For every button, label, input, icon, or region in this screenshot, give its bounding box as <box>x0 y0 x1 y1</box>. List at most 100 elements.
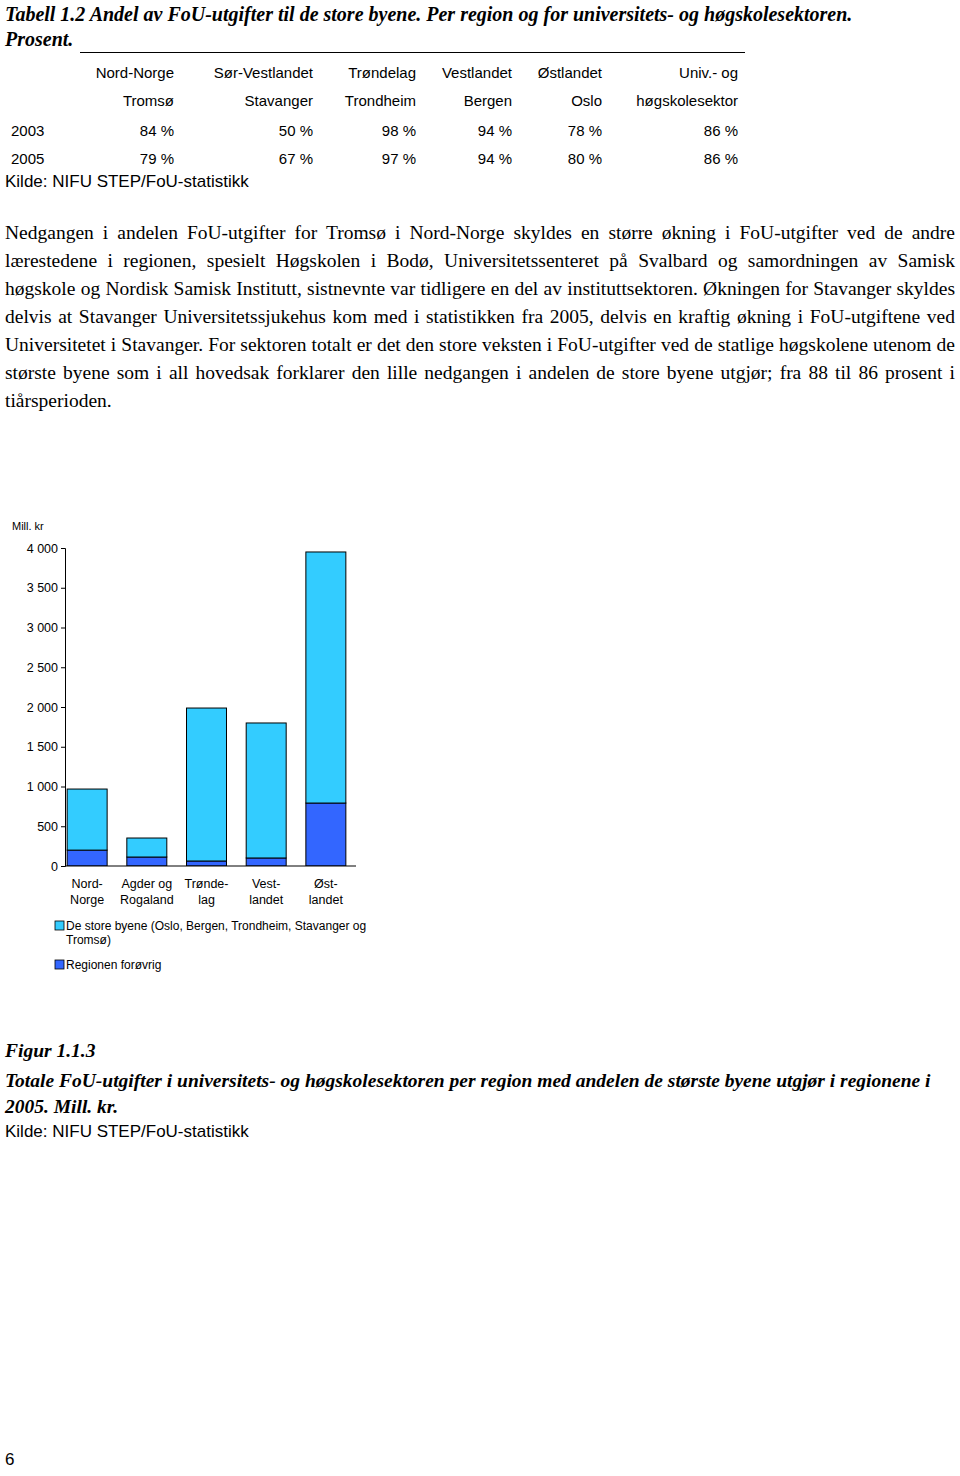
x-tick-label-line: Agder og <box>121 877 172 891</box>
x-tick: Trønde-lag <box>185 866 229 907</box>
bar-segment <box>306 803 346 866</box>
y-tick: 3 000 <box>27 621 65 635</box>
table-header: Tromsø <box>123 92 174 109</box>
table-cell: 84 % <box>140 122 174 139</box>
table-rule <box>80 52 745 53</box>
table-header: Stavanger <box>245 92 313 109</box>
y-tick-label: 1 000 <box>27 780 58 794</box>
y-axis-line <box>61 549 66 867</box>
bar-segment <box>67 850 107 866</box>
table-header: høgskolesektor <box>636 92 738 109</box>
bar-segment <box>246 858 286 866</box>
y-tick: 3 500 <box>27 581 65 595</box>
x-tick-label-line: Norge <box>70 893 104 907</box>
table-cell: 78 % <box>568 122 602 139</box>
table-year: 2005 <box>11 150 44 167</box>
bar-segment <box>246 723 286 858</box>
figure-number: Figur 1.1.3 <box>5 1040 95 1062</box>
x-tick-label: Vest-landet <box>249 877 284 907</box>
y-tick-label: 2 500 <box>27 661 58 675</box>
table-cell: 97 % <box>382 150 416 167</box>
y-tick-line <box>61 826 65 827</box>
table-cell: 79 % <box>140 150 174 167</box>
y-tick: 4 000 <box>27 542 65 556</box>
y-tick: 1 500 <box>27 740 65 754</box>
y-tick-label: 3 000 <box>27 621 58 635</box>
table-cell: 94 % <box>478 150 512 167</box>
x-tick: Øst-landet <box>309 866 344 907</box>
y-tick: 500 <box>37 820 65 834</box>
x-tick-label: Trønde-lag <box>185 877 229 907</box>
table-header: Trondheim <box>345 92 416 109</box>
table-cell: 94 % <box>478 122 512 139</box>
y-tick-line <box>61 667 65 668</box>
y-tick-label: 2 000 <box>27 701 58 715</box>
legend-label: Regionen forøvrig <box>66 958 161 972</box>
x-tick-label-line: Nord- <box>72 877 103 891</box>
x-tick: Nord- Norge <box>70 866 104 907</box>
y-tick: 0 <box>51 860 65 874</box>
table-header: Nord-Norge <box>96 64 174 81</box>
x-tick-label: Nord- Norge <box>70 877 104 907</box>
y-tick-line <box>61 628 65 629</box>
table-svg: Nord-NorgeSør-VestlandetTrøndelagVestlan… <box>0 0 960 200</box>
y-tick: 2 000 <box>27 701 65 715</box>
legend-swatch <box>55 960 64 969</box>
y-tick-label: 500 <box>37 820 58 834</box>
x-tick-label-line: landet <box>249 893 284 907</box>
legend-label-line: Regionen forøvrig <box>66 958 161 972</box>
table-cell: 50 % <box>279 122 313 139</box>
x-tick-label-line: landet <box>309 893 344 907</box>
y-tick-line <box>61 747 65 748</box>
bar-segment <box>127 857 167 866</box>
x-tick-label: Agder og Rogaland <box>120 877 174 907</box>
x-tick-label-line: Trønde- <box>185 877 229 891</box>
table-header: Vestlandet <box>442 64 513 81</box>
chart: 0 500 1 000 1 500 2 000 2 500 3 000 3 500 4 000 N… <box>0 500 960 980</box>
table-header: Bergen <box>464 92 512 109</box>
y-tick: 1 000 <box>27 780 65 794</box>
figure-caption: Totale FoU-utgifter i universitets- og h… <box>5 1068 960 1120</box>
table-title: Tabell 1.2 Andel av FoU-utgifter til de … <box>5 2 865 52</box>
y-tick-line <box>61 866 65 867</box>
x-tick-label-line: Rogaland <box>120 893 174 907</box>
y-tick-label: 0 <box>51 860 58 874</box>
bar-segment <box>187 708 227 861</box>
legend-swatch <box>55 921 64 930</box>
table-header: Trøndelag <box>348 64 416 81</box>
bar-segment <box>306 552 346 803</box>
table-header: Univ.- og <box>679 64 738 81</box>
table-header: Oslo <box>571 92 602 109</box>
y-tick: 2 500 <box>27 661 65 675</box>
y-tick-line <box>61 548 65 549</box>
x-tick-label-line: lag <box>198 893 215 907</box>
bar-segment <box>127 838 167 857</box>
y-tick-label: 1 500 <box>27 740 58 754</box>
table-cell: 67 % <box>279 150 313 167</box>
x-tick-label-line: Vest- <box>252 877 281 891</box>
figure-source: Kilde: NIFU STEP/FoU-statistikk <box>5 1122 249 1142</box>
page-number: 6 <box>5 1450 14 1470</box>
x-tick: Agder og Rogaland <box>120 866 174 907</box>
table-cell: 86 % <box>704 122 738 139</box>
y-axis: 0 500 1 000 1 500 2 000 2 500 3 000 3 500 4 000 <box>27 542 66 874</box>
x-axis: Nord- Norge Agder og Rogaland Trønde-lag Vest… <box>65 866 356 907</box>
y-tick-line <box>61 707 65 708</box>
y-tick-line <box>61 588 65 589</box>
table-year: 2003 <box>11 122 44 139</box>
bar-segment <box>187 861 227 866</box>
y-label: Mill. kr <box>12 520 44 532</box>
y-tick-label: 4 000 <box>27 542 58 556</box>
paragraph: Nedgangen i andelen FoU-utgifter for Tro… <box>5 219 955 415</box>
y-tick-label: 3 500 <box>27 581 58 595</box>
bars <box>67 552 346 866</box>
x-axis-line <box>65 866 356 867</box>
legend-label: De store byene (Oslo, Bergen, Trondheim,… <box>66 919 366 947</box>
y-tick-line <box>61 787 65 788</box>
x-tick-label-line: Øst- <box>314 877 338 891</box>
bar-segment <box>67 789 107 850</box>
x-tick: Vest-landet <box>249 866 284 907</box>
table-cell: 80 % <box>568 150 602 167</box>
legend-label-line: Tromsø) <box>66 933 111 947</box>
table-header: Østlandet <box>538 64 603 81</box>
